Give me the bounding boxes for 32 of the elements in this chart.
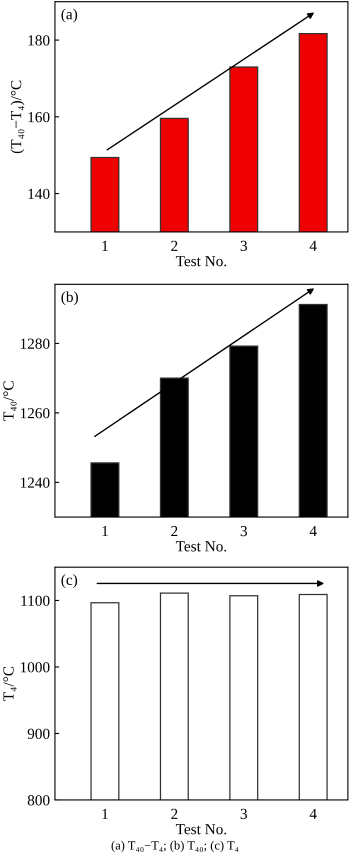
x-axis-title: Test No.: [176, 541, 226, 552]
x-axis-title: Test No.: [176, 256, 226, 266]
text: (a) T₄₀−T₄; (b) T₄₀; (c) T₄: [112, 840, 239, 852]
x-tick-label: 2: [171, 240, 178, 251]
x-tick-label: 4: [310, 808, 317, 819]
y-axis-title: T₄/°C: [3, 666, 17, 701]
chart-title: (c): [61, 574, 78, 588]
y-tick-label: 1240: [20, 478, 50, 488]
y-tick-label: 1100: [21, 596, 50, 606]
x-axis-title: Test No.: [176, 824, 226, 834]
y-tick-label: 800: [28, 795, 50, 806]
x-tick-label: 3: [240, 240, 247, 252]
y-axis-title: T₄₀/°C: [3, 381, 17, 421]
y-axis-title: (T₄₀−T₄)/°C: [10, 80, 24, 154]
x-tick-label: 3: [240, 808, 247, 820]
y-tick-label: 140: [28, 188, 50, 200]
x-tick-label: 2: [171, 808, 178, 819]
y-tick-label: 180: [28, 35, 50, 46]
y-tick-label: 160: [28, 112, 50, 122]
x-tick-label: 4: [310, 240, 317, 251]
x-tick-label: 1: [102, 240, 108, 251]
y-tick-label: 1260: [20, 408, 50, 418]
x-tick-label: 1: [102, 808, 108, 819]
x-tick-label: 3: [240, 526, 247, 536]
y-tick-label: 1000: [20, 662, 50, 672]
y-tick-label: 900: [28, 728, 50, 739]
x-tick-label: 2: [171, 526, 178, 536]
chart-title: (a): [61, 8, 78, 22]
chart-title: (b): [61, 291, 78, 306]
y-tick-label: 1280: [20, 338, 50, 349]
x-tick-label: 1: [102, 526, 108, 536]
x-tick-label: 4: [310, 526, 317, 536]
